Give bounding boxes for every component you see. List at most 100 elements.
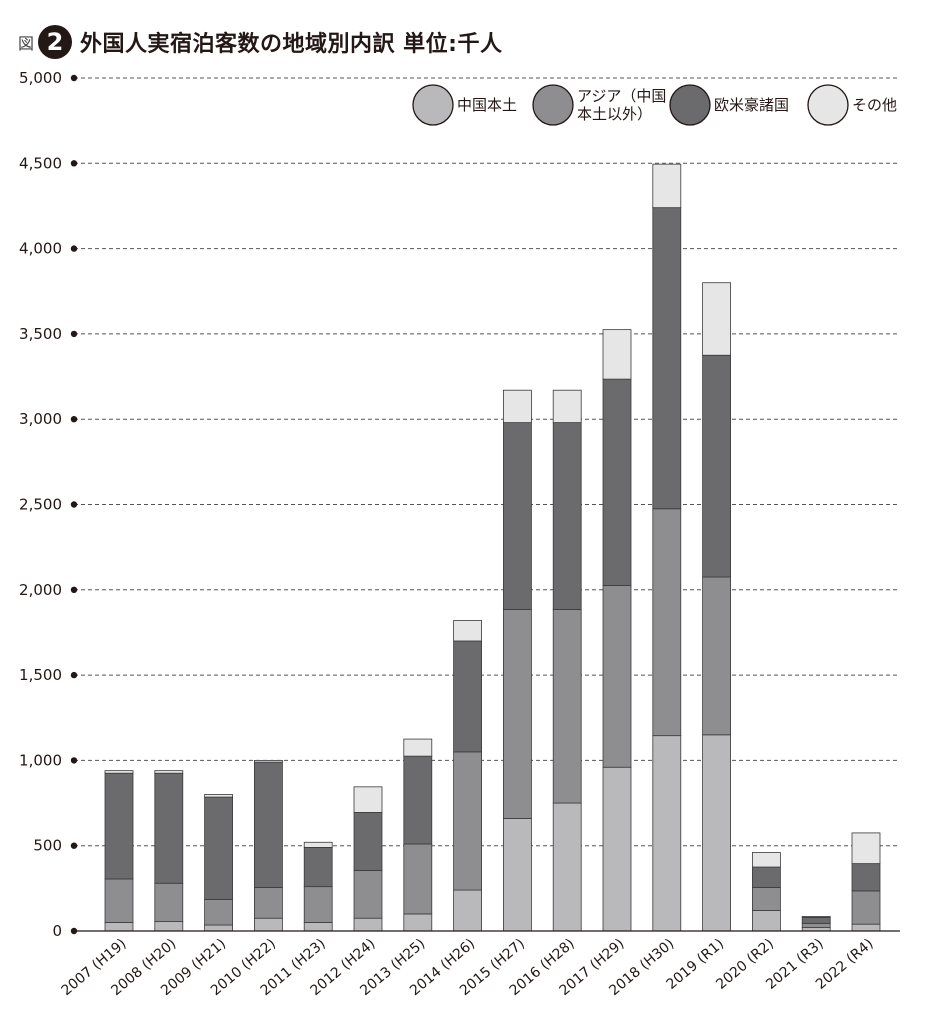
y-tick-label: 1,500 xyxy=(19,666,62,684)
bar-stack xyxy=(652,163,682,932)
y-tick-dot xyxy=(70,330,78,338)
bar-stack xyxy=(453,620,483,932)
bar-segment xyxy=(253,760,283,763)
y-tick-label: 2,500 xyxy=(19,496,62,514)
bar-segment xyxy=(353,812,383,871)
bar-segment xyxy=(403,913,433,932)
y-tick-dot xyxy=(70,671,78,679)
legend-label: 欧米豪諸国 xyxy=(714,96,789,114)
bar-segment xyxy=(253,761,283,888)
bar-segment xyxy=(801,922,831,928)
y-tick-label: 500 xyxy=(33,837,62,855)
bar-segment xyxy=(154,770,184,774)
bar-stack xyxy=(204,794,234,932)
bar-segment xyxy=(801,916,831,924)
figure-label: 図 xyxy=(18,34,35,53)
bar-segment xyxy=(154,882,184,923)
grid-lines xyxy=(74,77,900,847)
y-tick-label: 3,000 xyxy=(19,410,62,428)
bar-segment xyxy=(502,422,532,610)
bar-stack xyxy=(851,832,881,932)
bar-segment xyxy=(851,863,881,892)
bar-segment xyxy=(851,923,881,932)
bar-segment xyxy=(453,620,483,642)
bar-stack xyxy=(154,770,184,932)
bar-stack xyxy=(801,916,831,932)
bar-segment xyxy=(104,770,134,774)
bar-segment xyxy=(702,354,731,578)
bar-segment xyxy=(204,924,234,932)
bar-segment xyxy=(253,917,283,932)
chart-title-bar: 図 2 外国人実宿泊客数の地域別内訳 単位:千人 xyxy=(18,22,502,62)
bar-stack xyxy=(702,282,731,932)
y-tick-dot xyxy=(70,416,78,423)
bar-segment xyxy=(652,508,682,737)
bar-segment xyxy=(652,735,682,932)
y-tick-dot xyxy=(70,245,78,252)
bar-segment xyxy=(403,755,433,845)
legend-swatch xyxy=(669,84,711,126)
legend-item: その他 xyxy=(807,84,897,126)
bar-segment xyxy=(453,889,483,932)
bar-segment xyxy=(353,786,383,813)
y-axis: 0 500 1,000 1,500 2,000 2,500 3,000 3,500 4,000 4… xyxy=(19,69,900,940)
bar-segment xyxy=(552,422,582,610)
bar-segment xyxy=(104,922,134,932)
legend-swatch xyxy=(807,84,849,126)
y-tick-label: 4,000 xyxy=(19,240,62,258)
bar-segment xyxy=(752,910,781,932)
bar-segment xyxy=(104,878,134,923)
bar-stack xyxy=(104,770,134,932)
y-tick-dot xyxy=(70,842,78,849)
bar-segment xyxy=(204,899,234,926)
bar-segment xyxy=(652,207,682,510)
bar-segment xyxy=(602,766,632,932)
bar-segment xyxy=(204,796,234,900)
y-tick-label: 0 xyxy=(52,922,62,940)
x-axis: 2007 (H19)2008 (H20)2009 (H21)2010 (H22)… xyxy=(58,936,876,999)
legend-swatch xyxy=(412,84,454,126)
legend-label: アジア（中国 xyxy=(577,87,666,105)
bar-segment xyxy=(253,887,283,919)
bar-stack xyxy=(752,852,781,932)
bar-segment xyxy=(303,841,333,848)
figure-number-badge: 2 xyxy=(38,25,73,59)
bar-segment xyxy=(154,921,184,932)
bar-stack xyxy=(303,841,333,932)
bar-segment xyxy=(104,772,134,880)
bar-segment xyxy=(502,389,532,424)
bar-segment xyxy=(552,609,582,804)
legend-swatch xyxy=(532,84,574,126)
legend-label: その他 xyxy=(852,96,897,114)
bar-segment xyxy=(602,585,632,768)
bar-segment xyxy=(502,818,532,932)
bar-segment xyxy=(453,751,483,891)
bar-stack xyxy=(502,389,532,932)
bar-segment xyxy=(353,870,383,919)
bar-segment xyxy=(502,609,532,819)
bar-stack xyxy=(552,389,582,932)
bar-stack xyxy=(602,329,632,932)
bar-segment xyxy=(702,734,731,932)
bar-segment xyxy=(702,282,731,356)
bar-segment xyxy=(303,922,333,932)
bar-segment xyxy=(752,852,781,868)
bar-segment xyxy=(353,917,383,932)
bar-segment xyxy=(453,640,483,753)
legend-item: 中国本土 xyxy=(412,84,517,126)
y-tick-dot xyxy=(70,74,78,82)
y-tick-label: 3,500 xyxy=(19,325,62,343)
bar-segment xyxy=(801,916,831,918)
bar-segment xyxy=(303,886,333,923)
bar-stack xyxy=(253,760,283,932)
bar-segment xyxy=(403,738,433,757)
legend-item: 欧米豪諸国 xyxy=(669,84,789,126)
bar-stack xyxy=(353,786,383,932)
bar-segment xyxy=(851,890,881,925)
bar-segment xyxy=(552,389,582,424)
bar-segment xyxy=(303,847,333,888)
legend-label: 中国本土 xyxy=(457,96,517,114)
bar-segment xyxy=(552,802,582,932)
